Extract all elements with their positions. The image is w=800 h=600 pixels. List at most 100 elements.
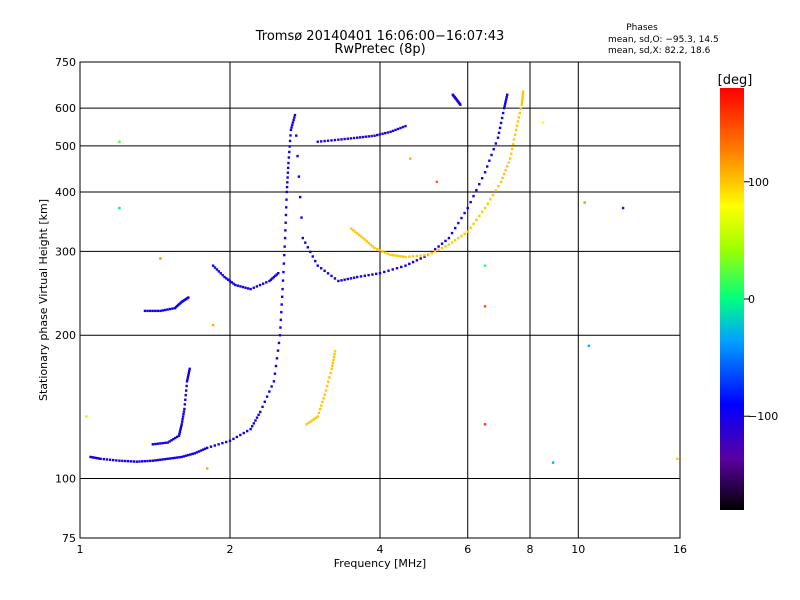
y-tick-label: 75: [62, 532, 76, 545]
data-point: [168, 307, 172, 311]
data-point: [252, 422, 256, 425]
data-point: [186, 378, 189, 381]
data-point: [505, 95, 508, 99]
data-point: [284, 213, 288, 217]
data-point: [337, 138, 340, 141]
data-point: [174, 436, 177, 440]
data-point: [480, 177, 484, 180]
x-tick-label: 8: [527, 543, 534, 556]
data-point: [151, 309, 154, 313]
data-point: [288, 150, 291, 154]
data-point: [435, 180, 438, 184]
data-point: [318, 408, 322, 411]
data-point: [225, 277, 228, 280]
data-point: [236, 284, 240, 287]
data-point: [488, 159, 491, 162]
data-point: [99, 457, 102, 461]
data-point: [184, 393, 187, 397]
data-point: [154, 309, 157, 313]
colorbar-ticks: 100 0 −100: [744, 176, 778, 423]
data-point: [361, 236, 365, 240]
data-point: [384, 131, 387, 135]
data-point: [501, 176, 504, 180]
data-point: [314, 416, 318, 419]
data-point: [257, 413, 260, 417]
data-point: [307, 421, 310, 425]
data-point: [249, 427, 252, 431]
data-point: [289, 134, 292, 137]
data-point: [367, 241, 371, 245]
data-point: [291, 121, 295, 124]
data-point: [365, 240, 369, 243]
data-point: [508, 157, 512, 160]
data-point: [386, 131, 390, 134]
data-point: [146, 309, 149, 313]
data-point: [102, 457, 105, 461]
data-point: [286, 176, 289, 179]
chart-subtitle: RwPretec (8p): [334, 42, 425, 57]
data-point: [111, 458, 115, 462]
data-point: [263, 400, 267, 403]
data-point: [255, 285, 259, 288]
data-point: [203, 447, 207, 450]
data-point: [311, 255, 314, 258]
data-point: [230, 281, 233, 284]
data-point: [351, 228, 355, 232]
data-point: [223, 275, 226, 279]
data-point: [391, 268, 394, 271]
data-point: [349, 277, 353, 280]
data-point: [511, 143, 515, 146]
data-point: [268, 390, 271, 393]
data-point: [322, 397, 325, 400]
data-point: [498, 126, 502, 130]
data-point: [175, 456, 179, 459]
data-point: [297, 175, 301, 178]
data-point: [460, 234, 463, 238]
data-point: [352, 276, 356, 279]
data-point: [188, 369, 191, 373]
data-point: [221, 273, 224, 277]
data-point: [518, 111, 522, 115]
data-point: [228, 279, 232, 283]
data-point: [310, 419, 314, 422]
data-point: [154, 442, 157, 446]
data-point: [178, 432, 181, 436]
data-point: [191, 452, 194, 456]
data-point: [381, 250, 384, 253]
data-point: [97, 457, 101, 460]
data-point: [118, 206, 121, 210]
colorbar-tick-label: −100: [748, 410, 778, 423]
data-point: [159, 458, 162, 461]
data-point: [154, 459, 157, 462]
data-point: [143, 459, 146, 463]
data-point: [286, 166, 290, 170]
data-point: [400, 265, 403, 269]
data-point: [188, 367, 191, 371]
data-point: [401, 125, 405, 129]
data-point: [505, 165, 509, 168]
data-point: [309, 250, 312, 254]
data-point: [440, 246, 444, 250]
data-point: [180, 420, 184, 423]
data-point: [148, 459, 152, 463]
data-point: [411, 260, 415, 264]
data-point: [178, 456, 181, 459]
data-point: [183, 407, 186, 411]
data-point: [205, 467, 209, 470]
data-point: [186, 375, 190, 379]
y-tick-label: 200: [55, 329, 76, 342]
data-point: [182, 410, 186, 413]
data-point: [187, 373, 190, 377]
data-point: [503, 102, 507, 105]
data-point: [501, 111, 505, 115]
data-point: [367, 135, 370, 138]
data-point: [391, 129, 395, 133]
data-point: [304, 241, 307, 244]
data-point: [371, 273, 374, 276]
data-point: [395, 266, 399, 270]
data-point: [140, 460, 144, 463]
data-point: [331, 361, 335, 365]
data-point: [367, 273, 370, 277]
data-point: [161, 441, 164, 445]
data-point: [94, 456, 97, 460]
